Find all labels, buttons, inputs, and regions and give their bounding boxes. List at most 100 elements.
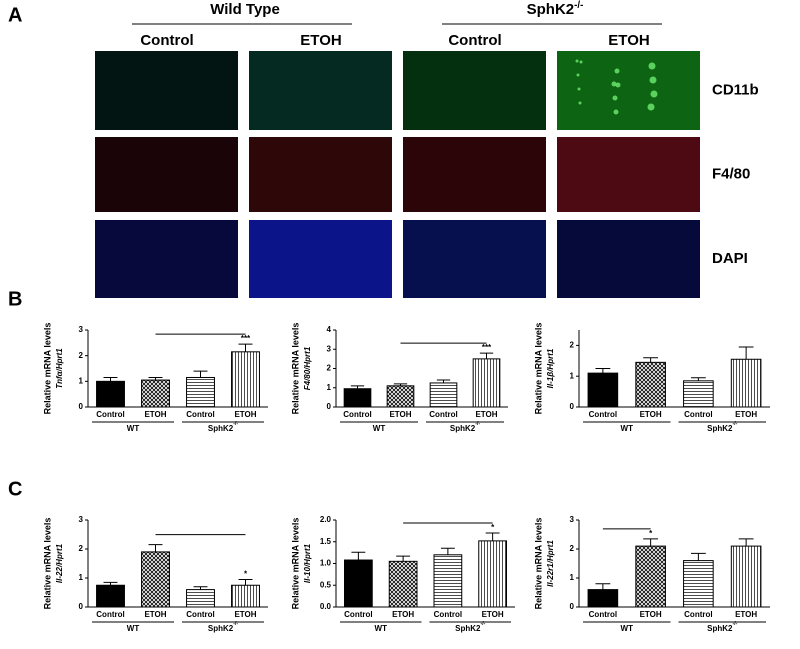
micrograph: [249, 220, 392, 298]
y-tick-label: 4: [327, 325, 332, 334]
x-tick-label: Control: [343, 410, 371, 419]
row-label: DAPI: [712, 250, 748, 267]
column-label: ETOH: [300, 32, 341, 49]
y-axis-label: Relative mRNA levels: [290, 518, 300, 610]
group-label: SphK2-/-: [208, 621, 239, 633]
error-bar: [690, 377, 706, 381]
y-tick-label: 1: [79, 376, 84, 385]
micrograph: [557, 51, 700, 130]
fluorescent-spot: [578, 101, 582, 105]
fluorescent-spot: [649, 76, 657, 84]
fluorescent-spot: [650, 90, 658, 98]
group-name: SphK2: [208, 424, 234, 433]
fluorescent-spot: [614, 68, 620, 74]
y-tick-label: 3: [570, 515, 575, 524]
y-tick-label: 0: [79, 402, 84, 411]
group-name: SphK2: [707, 424, 733, 433]
bar: [96, 584, 125, 608]
bar: [141, 379, 170, 408]
group-label: SphK2-/-: [450, 421, 481, 433]
bar: [96, 380, 125, 408]
significance-mark: *: [491, 523, 495, 532]
panel-label: C: [8, 478, 22, 500]
bar: [587, 589, 619, 608]
micrograph: [249, 137, 392, 212]
group-label: WT: [621, 624, 634, 633]
row-label: CD11b: [712, 81, 759, 98]
micrograph: [557, 137, 700, 212]
bar: [186, 376, 215, 408]
group-name: SphK2: [208, 624, 234, 633]
y-tick-label: 1: [570, 573, 575, 582]
x-tick-label: ETOH: [640, 610, 662, 619]
error-bar: [396, 555, 411, 562]
error-bar: [643, 538, 659, 547]
x-tick-label: ETOH: [735, 410, 757, 419]
bar: [587, 372, 619, 408]
x-tick-label: Control: [96, 610, 124, 619]
error-bar: [103, 376, 118, 382]
bar: [141, 551, 170, 608]
y-axis-label: Il-22r1/Hprt1: [546, 540, 555, 587]
y-axis-label: Relative mRNA levels: [290, 323, 300, 415]
group-label: WT: [373, 424, 386, 433]
bar: [386, 385, 415, 408]
micrograph: [95, 220, 238, 298]
error-bar: [643, 357, 659, 363]
error-bar: [595, 583, 611, 590]
micrograph: [95, 137, 238, 212]
y-tick-label: 0: [327, 402, 332, 411]
group-name: WT: [621, 624, 634, 633]
group-name: WT: [127, 424, 140, 433]
group-label: SphK2-/-: [707, 421, 738, 433]
x-tick-label: ETOH: [475, 410, 497, 419]
significance-mark: ***: [482, 343, 492, 352]
bar: [344, 559, 373, 608]
group-label: SphK2-/-: [208, 421, 239, 433]
x-tick-label: Control: [186, 610, 214, 619]
group-label: WT: [127, 424, 140, 433]
x-tick-label: ETOH: [234, 610, 256, 619]
column-label: Control: [448, 32, 501, 49]
y-axis-label: Il-22/Hprt1: [55, 543, 64, 583]
bar: [730, 545, 762, 608]
error-bar: [485, 532, 500, 541]
micrograph: [249, 51, 392, 130]
y-tick-label: 1: [79, 573, 84, 582]
y-tick-label: 0: [79, 602, 84, 611]
bar: [231, 351, 260, 408]
column-label: ETOH: [608, 32, 649, 49]
x-tick-label: ETOH: [144, 410, 166, 419]
fluorescent-spot: [612, 95, 618, 101]
x-tick-label: ETOH: [735, 610, 757, 619]
x-tick-label: Control: [429, 410, 457, 419]
superscript: -/-: [480, 621, 485, 627]
micrograph: [95, 51, 238, 130]
x-tick-label: Control: [96, 410, 124, 419]
bar: [635, 361, 666, 408]
significance-mark: *: [244, 570, 248, 579]
x-tick-label: Control: [589, 610, 617, 619]
group-name: SphK2: [707, 624, 733, 633]
x-tick-label: ETOH: [389, 410, 411, 419]
x-tick-label: ETOH: [392, 610, 414, 619]
group-name: WT: [375, 624, 388, 633]
group-label: WT: [621, 424, 634, 433]
micrograph: [403, 51, 546, 130]
x-tick-label: Control: [684, 410, 712, 419]
y-axis-label: Relative mRNA levels: [533, 518, 543, 610]
bar: [730, 358, 762, 408]
column-label: Control: [140, 32, 193, 49]
x-tick-label: Control: [684, 610, 712, 619]
y-tick-label: 3: [79, 325, 84, 334]
y-tick-label: 2: [79, 351, 84, 360]
superscript: -/-: [233, 421, 238, 427]
fluorescent-spot: [579, 60, 583, 64]
superscript: -/-: [574, 0, 583, 11]
error-bar: [351, 551, 366, 561]
group-label: SphK2-/-: [455, 621, 486, 633]
group-name: Wild Type: [210, 1, 280, 18]
error-bar: [238, 343, 253, 352]
bar: [478, 540, 507, 608]
